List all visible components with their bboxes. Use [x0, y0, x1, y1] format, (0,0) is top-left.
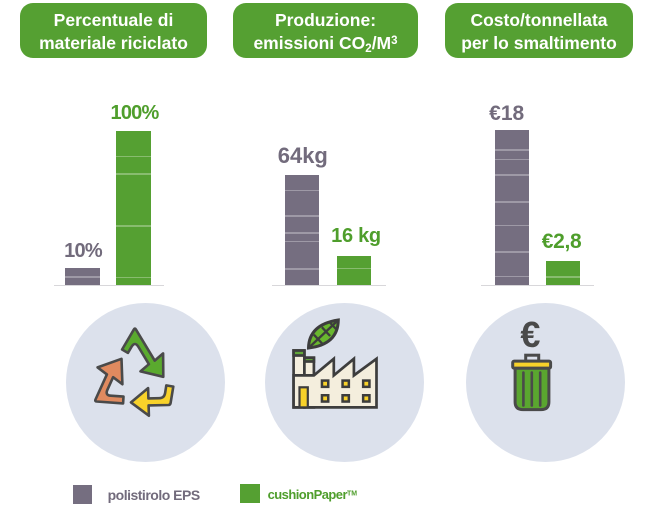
svg-text:€: € — [520, 314, 540, 355]
